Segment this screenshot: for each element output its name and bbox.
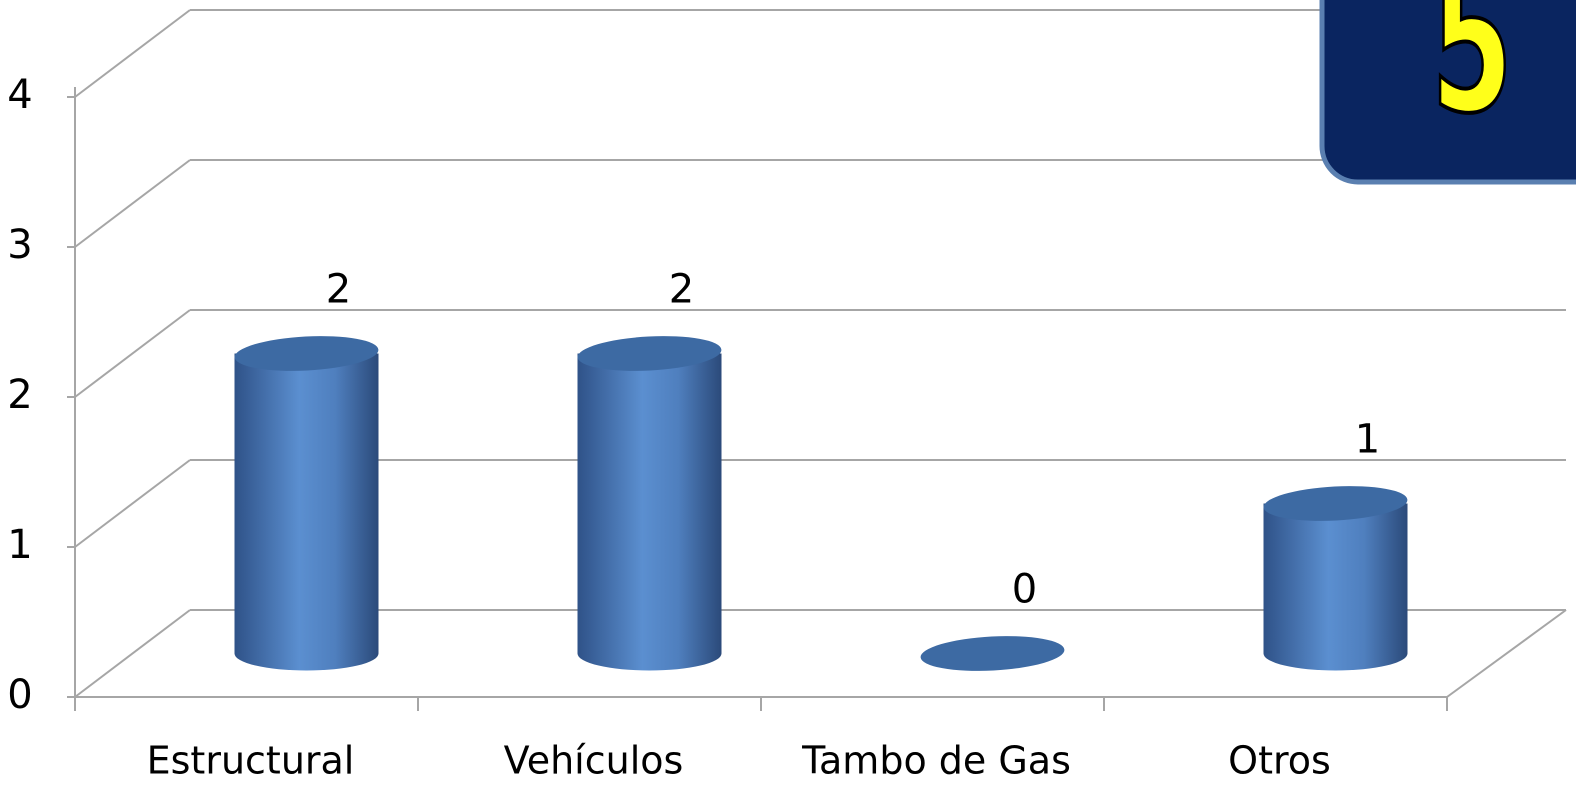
- y-tick-label: 4: [7, 72, 32, 118]
- y-tick-label: 2: [7, 372, 32, 418]
- value-label: 1: [1355, 417, 1380, 463]
- value-label: 2: [669, 267, 694, 313]
- bar: [1263, 503, 1408, 671]
- badge-box: [1319, 0, 1576, 185]
- bar: [234, 353, 379, 671]
- bar-top: [1263, 486, 1408, 521]
- bar: [577, 353, 722, 671]
- badge: 5: [1319, 0, 1576, 185]
- value-label: 0: [1012, 567, 1037, 613]
- floor-edge: [1446, 609, 1567, 698]
- x-tick-label: Otros: [1228, 739, 1331, 783]
- x-tick-label: Estructural: [147, 739, 355, 783]
- bar-top: [234, 336, 379, 371]
- y-tick-label: 1: [7, 522, 32, 568]
- grid-line: [74, 459, 191, 548]
- bar: [920, 636, 1065, 671]
- y-tick-label: 3: [7, 222, 32, 268]
- grid-line: [74, 609, 191, 698]
- x-tick-label: Tambo de Gas: [801, 739, 1071, 783]
- bar-top: [577, 336, 722, 371]
- grid-line: [74, 159, 191, 248]
- value-label: 2: [326, 267, 351, 313]
- badge-number: 5: [1431, 0, 1513, 156]
- grid-line: [74, 9, 191, 98]
- x-tick-label: Vehículos: [504, 739, 684, 783]
- grid-line: [74, 309, 191, 398]
- y-tick-label: 0: [7, 672, 32, 718]
